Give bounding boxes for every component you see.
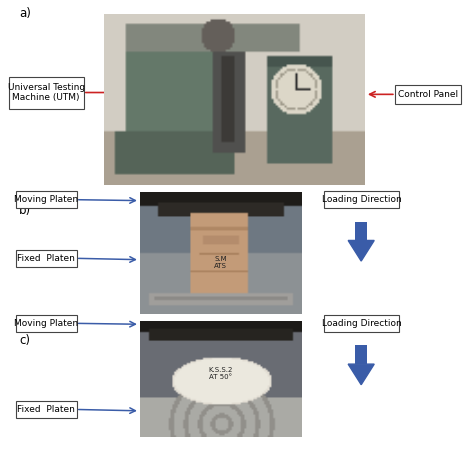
Polygon shape	[348, 240, 374, 261]
Text: Fixed  Platen: Fixed Platen	[17, 405, 75, 414]
FancyBboxPatch shape	[9, 77, 84, 109]
Polygon shape	[348, 364, 374, 385]
FancyBboxPatch shape	[16, 191, 77, 208]
Text: b): b)	[19, 204, 31, 217]
FancyBboxPatch shape	[356, 345, 367, 364]
Text: a): a)	[19, 7, 31, 20]
Text: Loading Direction: Loading Direction	[321, 319, 401, 328]
Text: c): c)	[19, 334, 30, 347]
Text: K.S.S.2
AT 50°: K.S.S.2 AT 50°	[208, 367, 233, 380]
Text: Fixed  Platen: Fixed Platen	[17, 254, 75, 263]
Text: Loading Direction: Loading Direction	[321, 195, 401, 204]
FancyBboxPatch shape	[324, 315, 399, 332]
Text: Control Panel: Control Panel	[398, 90, 458, 99]
Text: Universal Testing
Machine (UTM): Universal Testing Machine (UTM)	[8, 83, 85, 103]
Text: Moving Platen: Moving Platen	[14, 195, 78, 204]
Text: Moving Platen: Moving Platen	[14, 319, 78, 328]
FancyBboxPatch shape	[16, 401, 77, 418]
FancyBboxPatch shape	[16, 250, 77, 267]
Text: S.M
ATS: S.M ATS	[214, 256, 227, 269]
FancyBboxPatch shape	[395, 85, 461, 104]
FancyBboxPatch shape	[16, 315, 77, 332]
FancyBboxPatch shape	[356, 222, 367, 240]
FancyBboxPatch shape	[324, 191, 399, 208]
